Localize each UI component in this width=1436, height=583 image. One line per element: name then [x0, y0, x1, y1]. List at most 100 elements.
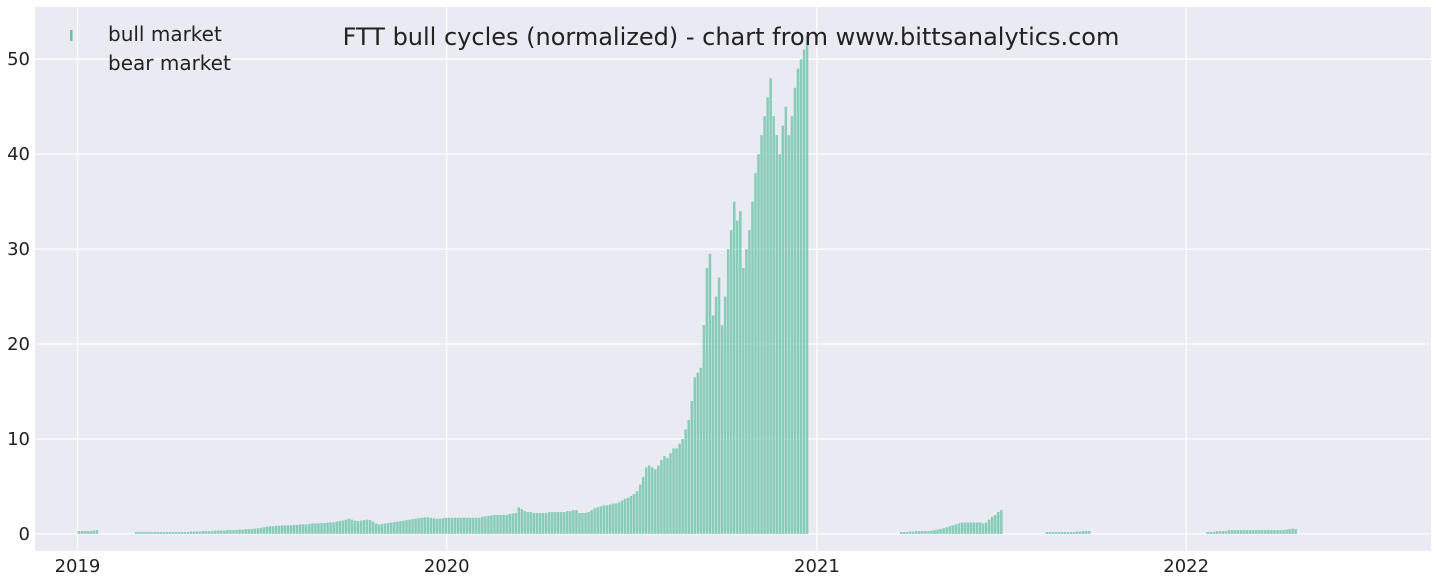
bull-market-bar	[590, 510, 593, 534]
bull-market-bar	[150, 532, 153, 534]
x-tick-label: 2019	[55, 556, 101, 577]
bull-market-bar	[1075, 531, 1079, 534]
bull-market-bar	[259, 527, 263, 534]
bull-market-bar	[1279, 530, 1282, 534]
bull-market-bar	[1212, 532, 1215, 534]
bull-market-bar	[344, 519, 348, 534]
bull-market-bar	[77, 531, 80, 534]
bull-market-bar	[1258, 530, 1261, 534]
legend-bull-market-label: bull market	[108, 22, 222, 46]
bull-market-bar	[584, 513, 587, 534]
bull-market-bar	[547, 512, 551, 534]
bull-market-bar	[614, 503, 618, 534]
bull-market-bar	[563, 512, 566, 534]
bull-market-bar	[939, 529, 942, 534]
bull-market-bar	[754, 173, 757, 534]
bull-market-bar	[954, 524, 958, 534]
bull-market-bar	[997, 512, 1000, 534]
bull-market-bar	[174, 532, 178, 534]
bull-market-bar	[775, 135, 778, 534]
bull-market-bar	[587, 512, 590, 534]
bull-market-bar	[505, 514, 508, 534]
bull-market-bar	[541, 513, 545, 534]
x-gridlines	[76, 7, 1187, 551]
bull-market-bar	[302, 524, 305, 534]
bull-market-bar	[763, 116, 766, 534]
bull-market-bar	[198, 531, 202, 534]
bull-market-bar	[657, 465, 660, 534]
bull-market-bar	[899, 532, 903, 534]
bull-market-bar	[1054, 532, 1058, 534]
bull-market-bar	[247, 529, 250, 534]
bull-market-bar	[529, 512, 533, 534]
bull-market-bar	[733, 201, 736, 534]
bull-market-bar	[141, 532, 144, 534]
bull-market-bar	[171, 532, 175, 534]
bull-market-bar	[572, 510, 575, 534]
bull-market-bar	[1236, 530, 1240, 534]
bull-market-bar	[195, 531, 199, 534]
bull-market-bar	[1245, 530, 1249, 534]
bull-market-bar	[675, 448, 678, 534]
bull-market-bar	[963, 522, 967, 534]
bull-market-bar	[484, 516, 487, 534]
bull-market-bar	[268, 526, 272, 534]
bull-market-bar	[987, 519, 991, 534]
bull-market-bar	[784, 106, 788, 534]
bull-market-bar	[274, 525, 278, 534]
bull-market-bar	[286, 525, 290, 534]
bull-market-bar	[475, 517, 478, 534]
legend: bull market bear market	[70, 22, 231, 75]
bull-market-bar	[429, 517, 433, 534]
bull-market-bar	[936, 529, 939, 534]
bull-market-bar	[1227, 530, 1231, 534]
bull-market-bar	[411, 519, 414, 534]
bull-market-bar	[1206, 532, 1209, 534]
bull-market-bar	[496, 514, 499, 534]
bull-market-bar	[299, 524, 302, 534]
bull-market-bar	[201, 531, 205, 534]
bull-market-bar	[739, 211, 742, 534]
bull-market-bar	[575, 510, 578, 534]
bull-market-bar	[1242, 530, 1246, 534]
bull-market-bar	[341, 520, 345, 534]
bull-market-bar	[423, 517, 426, 534]
bull-market-bar	[1239, 530, 1243, 534]
bull-market-bar	[729, 230, 733, 534]
bull-market-bar	[699, 367, 703, 534]
y-tick-label: 40	[7, 144, 30, 165]
bull-market-bar	[538, 513, 542, 534]
bull-market-bar	[912, 531, 915, 534]
bull-market-bar	[772, 116, 775, 534]
bull-market-bar	[608, 504, 612, 534]
bull-market-bar	[532, 513, 536, 534]
bull-market-bar	[162, 532, 165, 534]
bull-market-bar	[180, 532, 184, 534]
bull-market-bar	[1285, 529, 1288, 534]
bull-market-bar	[720, 325, 724, 534]
bull-market-bar	[426, 517, 429, 534]
bull-market-bar	[232, 530, 235, 534]
bull-market-bar	[159, 532, 162, 534]
bull-market-bar	[802, 49, 806, 534]
bull-market-bar	[1291, 528, 1294, 534]
bull-market-bar	[478, 517, 481, 534]
bull-market-bar	[581, 513, 584, 534]
bull-market-bar	[990, 516, 994, 534]
bull-market-bar	[226, 530, 229, 534]
bull-market-bar	[414, 518, 417, 534]
x-tick-label: 2022	[1163, 556, 1209, 577]
bull-market-bar	[499, 514, 502, 534]
bull-market-bar	[229, 530, 232, 534]
y-tick-label: 50	[7, 49, 30, 70]
bull-market-bar	[790, 116, 794, 534]
bull-market-bar	[714, 296, 718, 534]
bull-market-bar	[711, 315, 715, 534]
bull-market-bar	[644, 467, 648, 534]
bull-market-bar	[493, 514, 496, 534]
bull-market-bar	[945, 527, 948, 534]
legend-bear-market-label: bear market	[108, 51, 231, 75]
bull-market-bar	[207, 531, 211, 534]
bull-market-bar	[793, 87, 797, 534]
bull-market-bar	[760, 135, 763, 534]
